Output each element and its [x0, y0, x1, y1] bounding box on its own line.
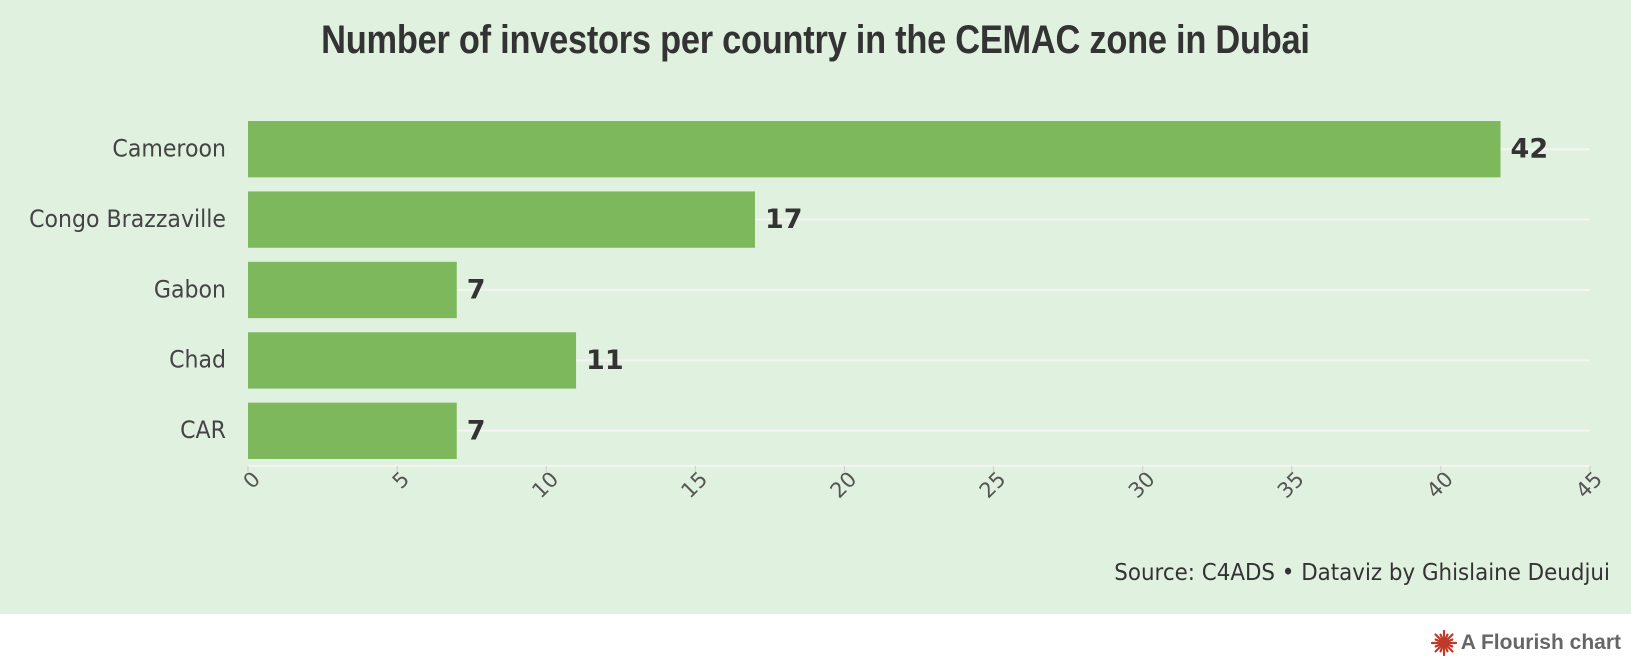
x-tick-label: 0 — [239, 467, 265, 493]
value-label: 42 — [1511, 134, 1549, 165]
bars — [248, 121, 1501, 459]
bar-congo-brazzaville — [248, 191, 755, 248]
flourish-logo-ray — [1443, 644, 1449, 653]
flourish-logo-ray — [1434, 638, 1443, 643]
category-labels: Cameroon Congo Brazzaville Gabon Chad CAR — [29, 136, 226, 445]
value-label: 7 — [467, 275, 486, 306]
flourish-logo-ray — [1434, 644, 1443, 653]
chart-panel: Number of investors per country in the C… — [0, 0, 1631, 614]
flourish-logo-icon — [1430, 630, 1457, 656]
value-labels: 42 17 7 11 7 — [467, 134, 1548, 447]
category-label: Gabon — [154, 276, 226, 303]
flourish-logo-ray — [1434, 643, 1443, 648]
flourish-logo-ray — [1444, 644, 1454, 653]
x-tick-label: 30 — [1124, 467, 1160, 503]
flourish-logo-ray — [1443, 633, 1449, 642]
chart-title: Number of investors per country in the C… — [321, 18, 1310, 62]
value-label: 11 — [586, 345, 624, 376]
flourish-logo-ray — [1445, 638, 1454, 643]
bar-gabon — [248, 261, 457, 319]
value-label: 7 — [467, 415, 486, 446]
category-label: Cameroon — [112, 136, 226, 163]
x-tick-label: 45 — [1571, 467, 1607, 503]
x-tick-label: 15 — [676, 467, 712, 503]
flourish-logo-ray — [1439, 633, 1444, 642]
x-axis-ticks: 0 5 10 15 20 25 30 35 40 45 — [239, 466, 1607, 503]
category-label: CAR — [180, 417, 226, 444]
value-label: 17 — [765, 204, 803, 235]
x-tick-label: 10 — [527, 467, 563, 503]
flourish-logo-ray — [1439, 644, 1444, 653]
x-tick-label: 5 — [388, 467, 414, 493]
category-label: Congo Brazzaville — [29, 206, 226, 233]
bar-car — [248, 402, 457, 459]
flourish-logo-center — [1440, 639, 1448, 647]
bar-cameroon — [248, 121, 1501, 178]
flourish-logo-ray — [1444, 633, 1454, 642]
source-credit: Source: C4ADS • Dataviz by Ghislaine Deu… — [1114, 560, 1610, 586]
x-tick-label: 20 — [826, 467, 862, 503]
x-tick-label: 35 — [1273, 467, 1309, 503]
bar-chad — [248, 332, 577, 389]
flourish-badge-label: A Flourish chart — [1460, 631, 1621, 654]
bar-chart: Cameroon Congo Brazzaville Gabon Chad CAR 42… — [29, 121, 1607, 503]
flourish-badge-link[interactable]: A Flourish chart — [1430, 629, 1621, 657]
category-label: Chad — [169, 347, 226, 374]
flourish-logo-ray — [1445, 643, 1454, 648]
x-tick-label: 25 — [975, 467, 1011, 503]
flourish-logo-ray — [1434, 633, 1443, 642]
x-tick-label: 40 — [1422, 467, 1458, 503]
